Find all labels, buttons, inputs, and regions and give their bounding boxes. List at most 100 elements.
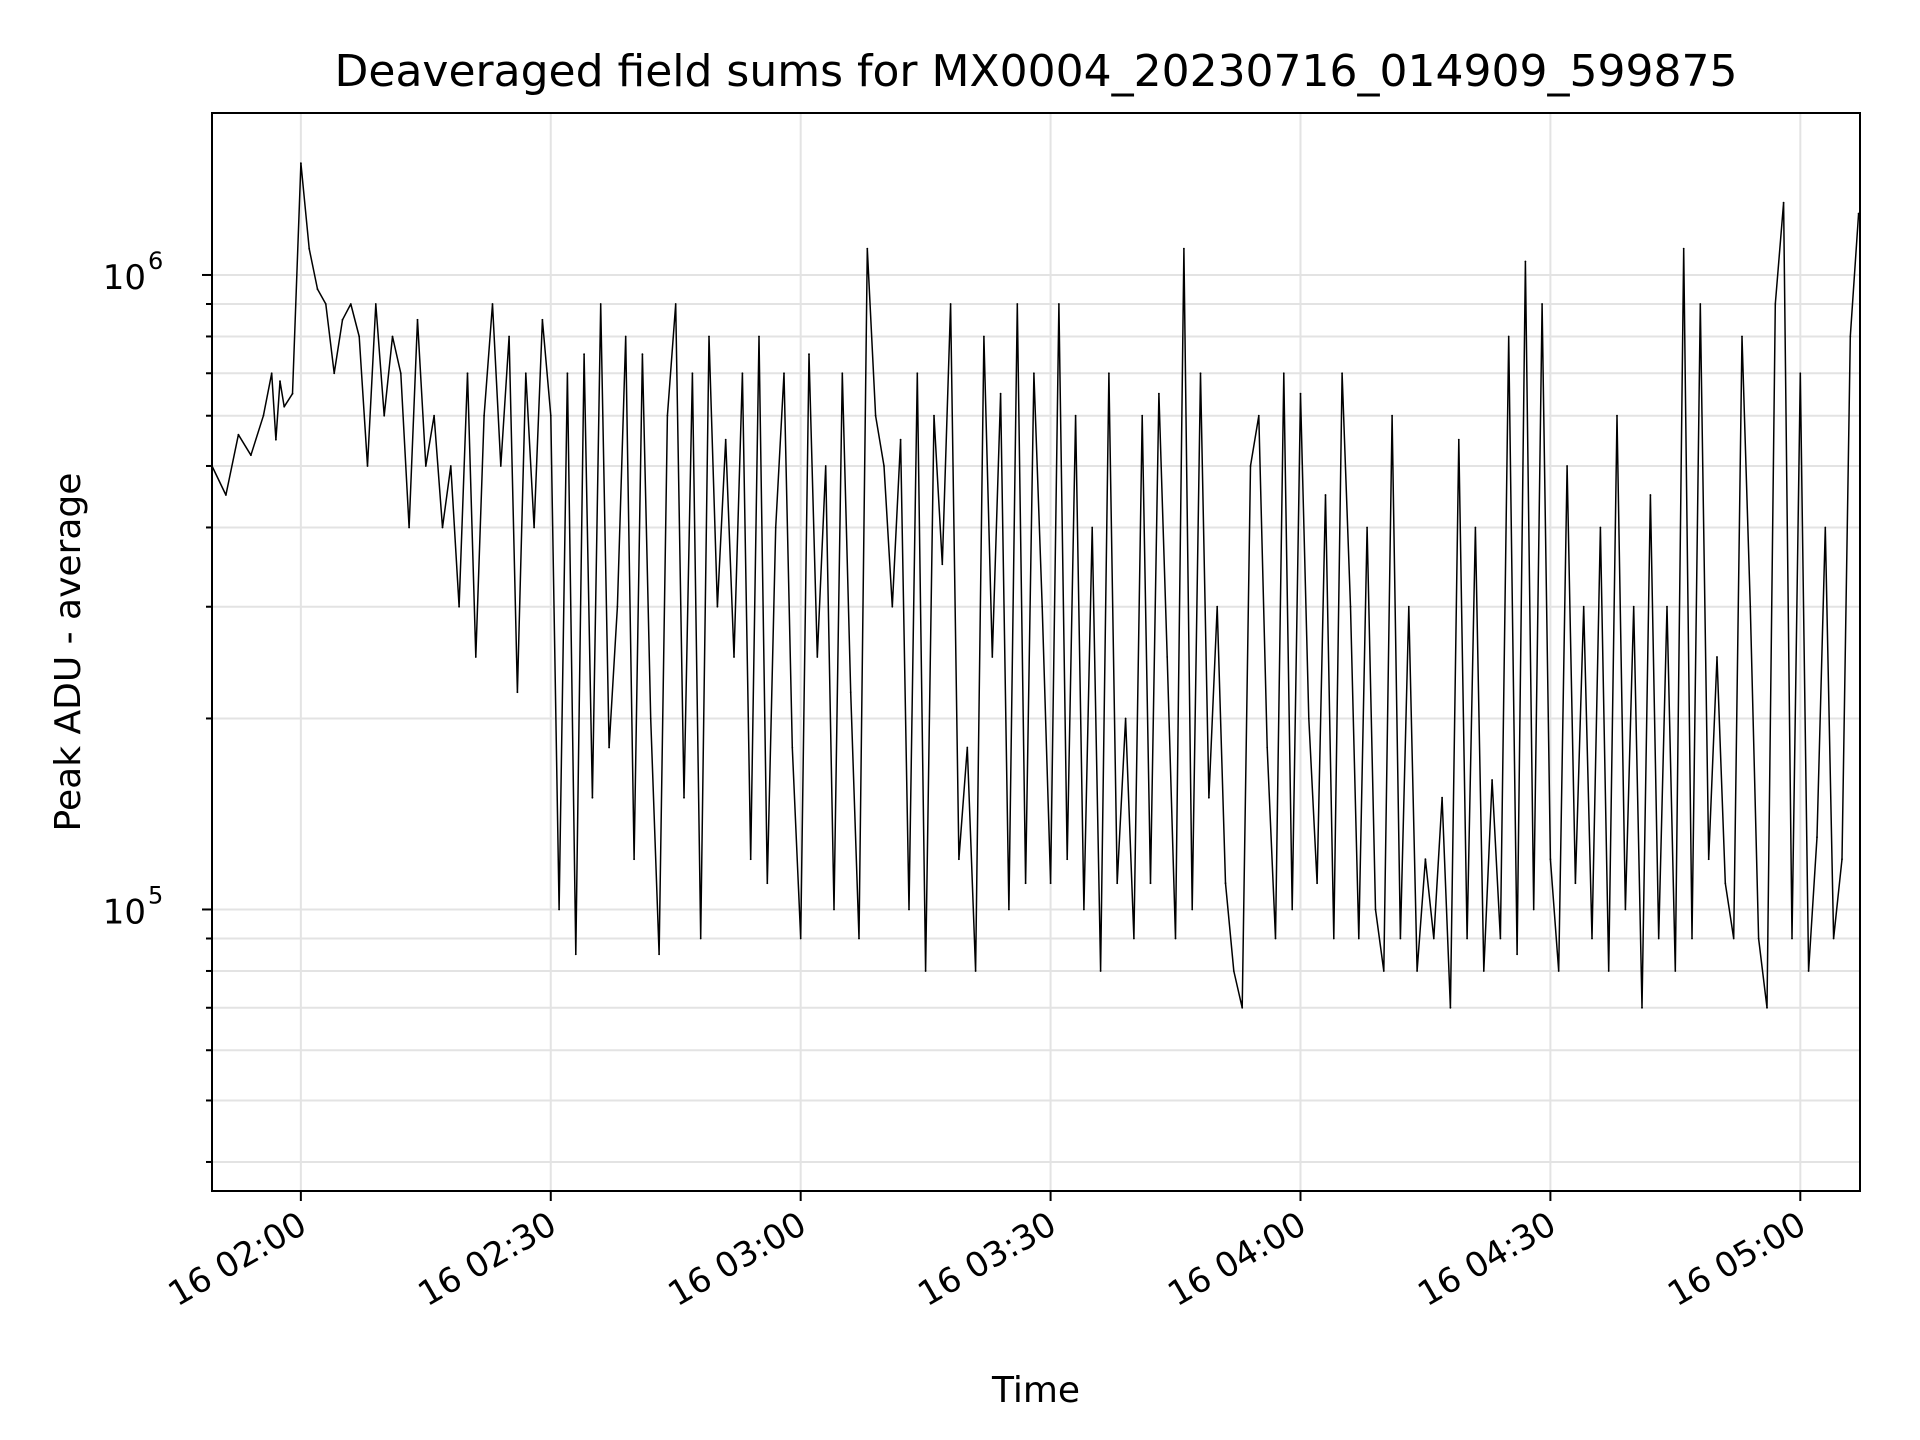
series-line <box>211 162 1860 1009</box>
data-point <box>1432 937 1435 940</box>
data-point <box>291 392 294 395</box>
data-point <box>1574 882 1577 885</box>
data-point <box>441 526 444 529</box>
data-point <box>899 438 902 441</box>
data-point <box>641 353 644 356</box>
data-point <box>666 414 669 417</box>
data-point <box>1491 779 1493 781</box>
data-point <box>858 937 860 940</box>
data-point <box>1557 970 1560 972</box>
data-point <box>1282 372 1285 375</box>
data-point <box>558 908 560 911</box>
data-point <box>874 414 877 417</box>
data-point <box>1083 908 1085 911</box>
data-point <box>758 335 760 338</box>
data-point <box>1824 526 1827 529</box>
data-point <box>824 465 827 467</box>
data-point <box>1257 414 1260 417</box>
data-point <box>883 465 885 467</box>
data-point <box>1024 882 1027 885</box>
data-point <box>1299 392 1302 395</box>
data-point <box>1357 937 1360 940</box>
data-point <box>458 605 460 608</box>
data-point <box>1591 937 1593 940</box>
data-point <box>499 465 502 467</box>
data-point <box>275 438 277 441</box>
data-point <box>1607 970 1610 972</box>
data-point <box>799 937 802 940</box>
data-point <box>1632 605 1635 608</box>
data-point <box>866 247 869 250</box>
data-point <box>1524 260 1527 263</box>
data-point <box>1799 372 1802 375</box>
data-point <box>1374 908 1377 911</box>
y-tick-exponent: 6 <box>148 247 163 275</box>
data-point <box>1241 1006 1244 1009</box>
data-point <box>1566 465 1568 467</box>
data-point <box>300 162 302 165</box>
data-point <box>1183 247 1185 250</box>
data-point <box>1058 303 1060 305</box>
data-point <box>774 526 777 529</box>
data-point <box>749 858 752 861</box>
data-point <box>999 392 1002 395</box>
data-point <box>1407 605 1410 608</box>
data-point <box>833 908 835 911</box>
data-point <box>1649 494 1652 496</box>
data-point <box>583 353 585 356</box>
data-point <box>1216 605 1219 608</box>
data-point <box>1307 717 1310 720</box>
data-point <box>1274 937 1277 940</box>
data-point <box>1133 937 1135 940</box>
data-point <box>324 303 327 305</box>
data-point <box>1474 526 1477 529</box>
data-point <box>1616 414 1618 417</box>
data-point <box>1232 970 1235 972</box>
data-point <box>1549 858 1552 861</box>
data-point <box>474 656 477 658</box>
data-point <box>1691 937 1693 940</box>
data-point <box>1816 836 1818 839</box>
data-point <box>691 372 694 375</box>
data-point <box>237 433 240 436</box>
data-point <box>683 796 685 799</box>
data-point <box>933 414 935 417</box>
grid-lines <box>212 113 1860 1191</box>
data-point <box>408 526 410 529</box>
data-point <box>1158 392 1160 395</box>
data-point <box>1391 414 1393 417</box>
data-point <box>333 372 336 375</box>
data-point <box>808 353 810 356</box>
data-point <box>941 563 944 566</box>
data-point <box>1766 1006 1768 1009</box>
data-point <box>633 858 635 861</box>
data-point <box>1149 882 1152 885</box>
data-point <box>1732 937 1735 940</box>
data-point <box>616 605 619 608</box>
data-point <box>399 372 402 375</box>
data-point <box>991 656 994 658</box>
data-point <box>566 372 569 375</box>
data-point <box>1249 465 1252 467</box>
y-tick-exponent: 5 <box>148 881 163 909</box>
data-point <box>1516 953 1518 956</box>
data-point <box>891 605 894 608</box>
data-point <box>958 858 960 861</box>
data-point <box>741 372 744 375</box>
y-axis-label: Peak ADU - average <box>48 473 89 832</box>
data-point <box>283 405 286 408</box>
data-point <box>1266 746 1269 749</box>
data-point <box>649 717 652 720</box>
data-point <box>1091 526 1094 529</box>
data-point <box>366 465 369 467</box>
data-point <box>724 438 727 441</box>
data-point <box>1582 605 1585 608</box>
data-point <box>1033 372 1035 375</box>
data-series-line <box>211 162 1860 1009</box>
data-point <box>1699 303 1702 305</box>
data-point <box>433 414 435 417</box>
data-point <box>1124 717 1127 720</box>
data-point <box>849 691 852 694</box>
data-point <box>1832 937 1835 940</box>
